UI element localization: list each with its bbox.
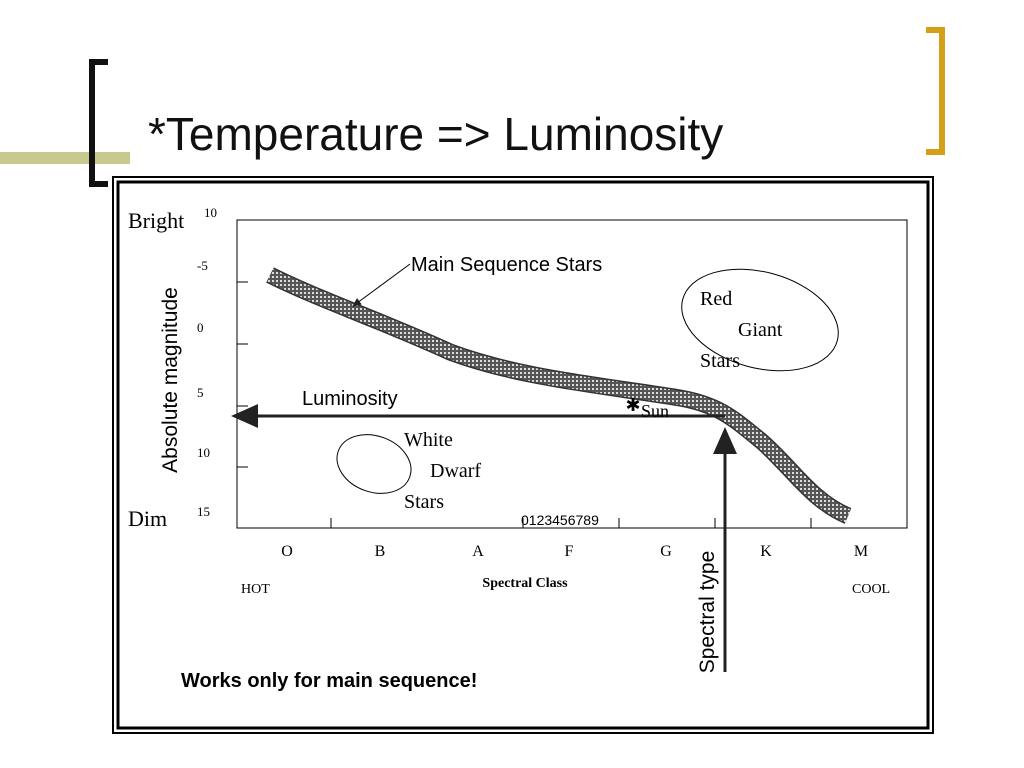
spectral-class: F (565, 543, 574, 560)
y-label: 0 (197, 320, 204, 335)
y-label: 15 (197, 504, 210, 519)
main-sequence-band (266, 268, 851, 523)
x-axis-label: Spectral Class (482, 576, 568, 591)
y-axis-label: Absolute magnitude (159, 287, 182, 473)
dim-label: Dim (128, 506, 167, 531)
spectral-class: G (660, 543, 672, 560)
left-bracket (89, 59, 108, 187)
main-sequence-label: Main Sequence Stars (411, 254, 602, 276)
bright-label: Bright (128, 208, 184, 233)
white-dwarf-label: Dwarf (430, 460, 481, 482)
spectral-class: K (760, 543, 772, 560)
y-label: 10 (204, 205, 217, 220)
accent-bar (0, 152, 130, 164)
red-giant-label: Red (700, 288, 732, 310)
frame-inner (116, 180, 930, 730)
ticks (237, 281, 812, 528)
digits-label: 0123456789 (521, 512, 599, 528)
right-bracket (926, 27, 945, 155)
spectral-class: M (854, 543, 868, 560)
red-giant-label: Giant (738, 319, 783, 341)
spectral-class: A (472, 543, 484, 560)
white-dwarf-label: White (404, 429, 453, 451)
sun-marker: ✱ (625, 395, 640, 415)
y-label: 10 (197, 445, 210, 460)
cool-label: COOL (852, 582, 890, 597)
slide-title: *Temperature => Luminosity (148, 108, 723, 160)
y-label: -5 (197, 258, 208, 273)
main-sequence-pointer (352, 263, 411, 307)
spectral-class: O (281, 543, 293, 560)
hot-label: HOT (241, 582, 270, 597)
note: Works only for main sequence! (181, 670, 477, 692)
luminosity-label: Luminosity (302, 388, 398, 410)
frame-outer (112, 176, 934, 734)
spectral-class: B (375, 543, 386, 560)
spectral-type-label: Spectral type (696, 551, 719, 674)
y-label: 5 (197, 385, 204, 400)
red-giant-label: Stars (700, 350, 740, 372)
plot-area (236, 219, 908, 529)
sun-label: Sun (641, 401, 669, 421)
red-giant-ellipse (681, 268, 839, 372)
white-dwarf-label: Stars (404, 491, 444, 513)
white-dwarf-ellipse (336, 434, 412, 494)
